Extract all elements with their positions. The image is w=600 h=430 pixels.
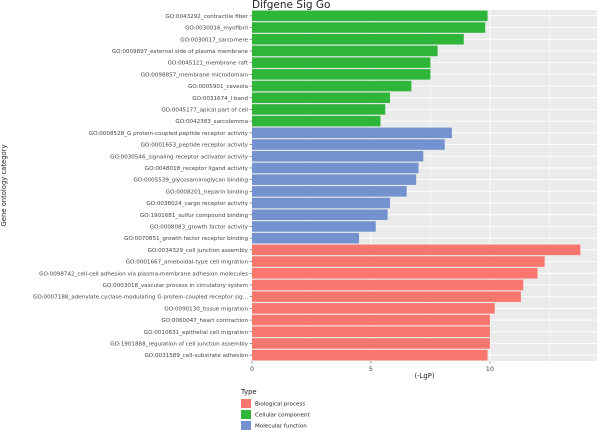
- legend-swatch: [241, 410, 251, 419]
- category-label: GO:0031589_cell-substrate adhesion: [144, 353, 248, 359]
- bar: [252, 303, 495, 314]
- category-label: GO:0030016_myofibril: [185, 26, 248, 32]
- category-label: GO:1901681_sulfur compound binding: [140, 213, 248, 219]
- category-label: GO:0007188_adenylate cyclase-modulating …: [33, 295, 248, 301]
- category-label: GO:0070851_growth factor receptor bindin…: [124, 236, 248, 242]
- x-axis-title: (-LgP): [415, 372, 435, 380]
- bar: [252, 291, 521, 302]
- legend-label: Biological process: [255, 402, 305, 408]
- x-tick-label: 0: [250, 365, 254, 373]
- bar: [252, 80, 412, 92]
- category-label: GO:0001667_ameboidal-type cell migration: [126, 260, 249, 266]
- bar: [252, 186, 407, 197]
- category-label: GO:0098857_membrane microdomain: [141, 72, 249, 78]
- plot-panel: [252, 10, 597, 361]
- category-label: GO:0010631_epithelial cell migration: [144, 330, 249, 336]
- category-label: GO:0045121_membrane raft: [168, 61, 249, 67]
- category-label: GO:0008528_G protein-coupled peptide rec…: [89, 131, 249, 137]
- bar: [252, 22, 486, 33]
- category-label: GO:0030546_signaling receptor activator …: [110, 154, 249, 160]
- bar: [252, 45, 438, 57]
- bar: [252, 209, 388, 221]
- x-axis-ticks: 0 5 10: [250, 361, 494, 373]
- x-tick-label: 10: [486, 365, 494, 373]
- category-label: GO:0030017_sarcomere: [180, 37, 248, 43]
- bar: [252, 338, 490, 349]
- bar: [252, 221, 376, 232]
- bar: [252, 33, 464, 45]
- category-labels: GO:0043292_contractile fiber GO:0030016_m…: [33, 14, 252, 359]
- bar: [252, 244, 581, 256]
- bar: [252, 174, 417, 185]
- category-label: GO:0008083_growth factor activity: [150, 224, 249, 230]
- category-label: GO:0005539_glycosaminoglycan binding: [133, 178, 248, 184]
- legend-title: Type: [240, 388, 257, 396]
- y-axis-title: Gene ontology category: [0, 145, 8, 227]
- category-label: GO:0009897_external side of plasma membr…: [112, 49, 249, 55]
- category-label: GO:0003018_vascular process in circulato…: [103, 283, 248, 289]
- bar: [252, 349, 488, 361]
- category-label: GO:1901888_regulation of cell junction a…: [110, 341, 248, 347]
- category-label: GO:0038024_cargo receptor activity: [146, 201, 248, 207]
- bars-group: [252, 10, 581, 361]
- legend-label: Molecular function: [255, 424, 307, 430]
- bar: [252, 115, 381, 127]
- category-label: GO:0001653_peptide receptor activity: [141, 143, 249, 149]
- category-label: GO:0031674_I band: [192, 96, 248, 102]
- legend-label: Cellular component: [255, 413, 311, 419]
- category-label: GO:0045177_apical part of cell: [161, 107, 248, 113]
- bar: [252, 314, 490, 326]
- bar: [252, 197, 390, 209]
- bar: [252, 256, 545, 267]
- x-tick-label: 5: [369, 365, 373, 373]
- bar: [252, 326, 490, 338]
- bar: [252, 267, 538, 279]
- category-label: GO:0043292_contractile fiber: [165, 14, 248, 20]
- category-label: GO:0098742_cell-cell adhesion via plasma…: [39, 271, 248, 277]
- category-label: GO:0090130_tissue migration: [164, 306, 248, 312]
- category-label: GO:0060047_heart contraction: [161, 318, 248, 324]
- category-label: GO:0042383_sarcolemma: [175, 119, 248, 125]
- bar: [252, 279, 524, 291]
- category-label: GO:0005901_caveola: [188, 84, 248, 90]
- legend-swatch: [241, 421, 251, 430]
- legend-swatch: [241, 399, 251, 408]
- bar: [252, 162, 419, 174]
- bar: [252, 57, 431, 68]
- category-label: GO:0048018_receptor ligand activity: [145, 166, 249, 172]
- bar: [252, 127, 452, 139]
- category-label: GO:0008201_heparin binding: [166, 189, 249, 195]
- category-label: GO:0034329_cell junction assembly: [148, 248, 249, 254]
- bar: [252, 92, 390, 104]
- bar: [252, 139, 445, 150]
- bar: [252, 232, 360, 244]
- chart-title: Difgene Sig Go: [252, 0, 330, 11]
- bar: [252, 150, 424, 162]
- bar: [252, 69, 431, 80]
- legend: Type Biological process Cellular componen…: [240, 388, 311, 430]
- bar: [252, 104, 386, 115]
- bar: [252, 10, 488, 22]
